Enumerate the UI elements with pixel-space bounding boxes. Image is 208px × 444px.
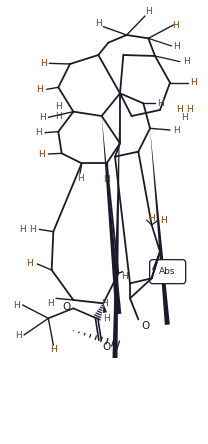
Text: H: H [77, 174, 83, 183]
Text: H: H [158, 99, 164, 108]
FancyBboxPatch shape [150, 260, 186, 284]
Text: H: H [35, 128, 41, 137]
Text: H: H [176, 105, 183, 114]
Text: H: H [121, 272, 128, 281]
Polygon shape [102, 116, 121, 314]
Polygon shape [103, 303, 107, 313]
Text: H: H [173, 41, 180, 51]
Text: H: H [186, 105, 193, 114]
Text: H: H [146, 7, 152, 16]
Text: H: H [160, 215, 167, 225]
Text: H: H [13, 301, 20, 309]
Text: O: O [62, 302, 70, 312]
Text: H: H [101, 299, 108, 308]
Text: H: H [39, 113, 46, 122]
Text: H: H [26, 259, 33, 269]
Text: H: H [190, 78, 197, 87]
Text: H: H [172, 20, 179, 29]
Text: H: H [103, 174, 110, 183]
Text: H: H [29, 225, 36, 234]
Text: H: H [19, 225, 26, 234]
Text: H: H [104, 314, 110, 323]
Text: H: H [50, 345, 57, 354]
Text: H: H [148, 214, 155, 222]
Text: H: H [181, 113, 188, 122]
Text: H: H [38, 150, 45, 159]
Text: O: O [141, 321, 150, 331]
Text: H: H [56, 112, 62, 121]
Polygon shape [113, 93, 120, 358]
Text: Abs: Abs [159, 267, 176, 276]
Text: H: H [48, 299, 54, 308]
Polygon shape [150, 128, 170, 325]
Text: O: O [102, 342, 110, 352]
Text: H: H [184, 57, 190, 66]
Text: H: H [56, 102, 62, 111]
Text: H: H [40, 59, 47, 68]
Text: H: H [36, 85, 43, 94]
Text: H: H [15, 330, 21, 340]
Text: H: H [95, 19, 102, 28]
Text: H: H [173, 126, 179, 135]
